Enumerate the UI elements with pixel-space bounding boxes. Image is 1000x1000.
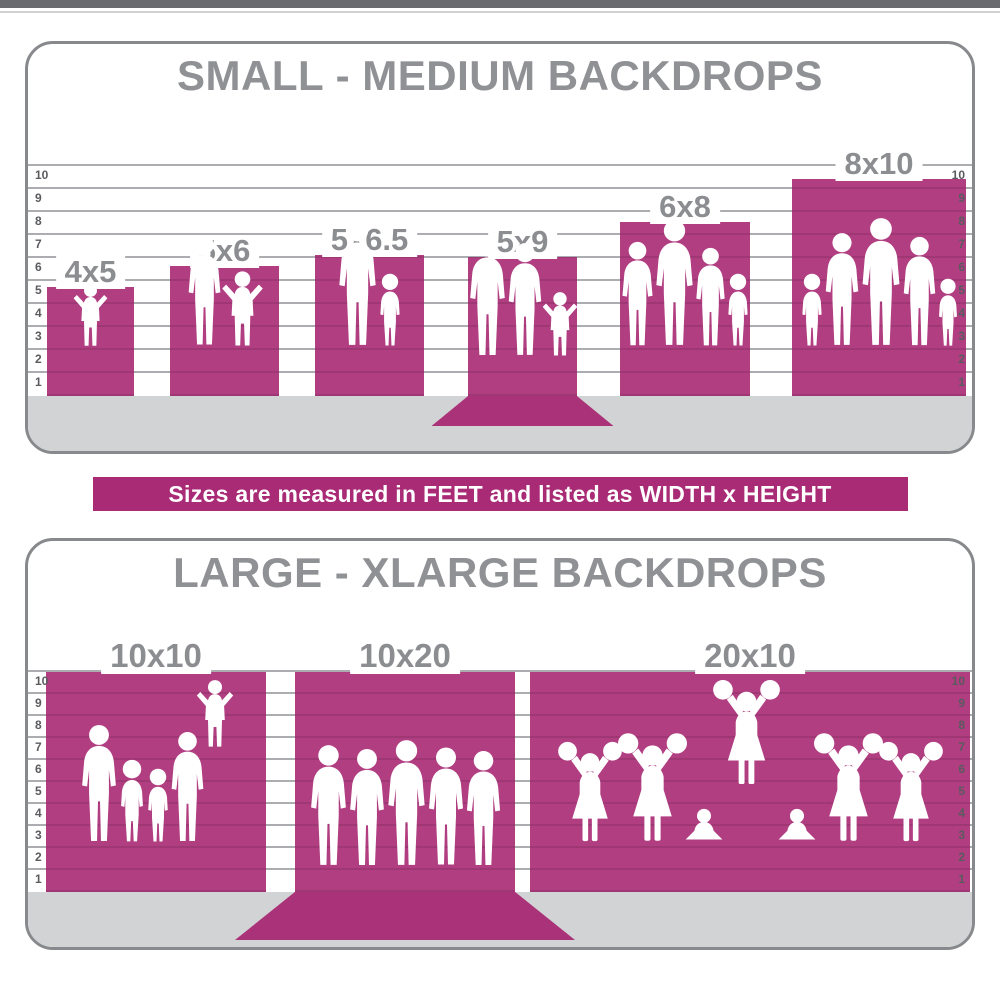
ruler-tick-right-10ft: 10 [951,674,965,688]
top-border-strip [0,0,1000,8]
ruler-tick-right-3ft: 3 [958,828,965,842]
child-silhouette [219,269,266,347]
ruler-tick-right-10ft: 10 [951,168,965,182]
size-note-text: Sizes are measured in FEET and listed as… [168,480,832,507]
ruler-tick-left-1ft: 1 [35,375,42,389]
grid-line-10ft [28,164,972,166]
ruler-tick-right-2ft: 2 [958,352,965,366]
cheerleader-silhouette [617,731,688,843]
man-silhouette [857,217,905,347]
ruler-tick-right-4ft: 4 [958,806,965,820]
ruler-tick-left-1ft: 1 [35,872,42,886]
backdrop-bar-10x20: 10x20 [235,639,575,940]
top-border-line [0,11,1000,13]
bar-size-label-20x10: 20x10 [695,639,805,674]
ruler-tick-right-7ft: 7 [958,237,965,251]
bar-size-label-4x5: 4x5 [55,256,126,289]
ruler-tick-left-5ft: 5 [35,784,42,798]
grid-line-8ft [28,210,972,212]
ruler-tick-left-6ft: 6 [35,762,42,776]
grid-line-9ft [28,187,972,189]
ruler-tick-right-8ft: 8 [958,718,965,732]
ruler-tick-left-5ft: 5 [35,283,42,297]
ruler-tick-left-4ft: 4 [35,806,42,820]
silhouette-group-5x6.5 [285,219,454,347]
man-silhouette [334,219,381,347]
ruler-tick-right-9ft: 9 [958,191,965,205]
panel-title-large-xlarge: LARGE - XLARGE BACKDROPS [173,549,827,596]
ruler-tick-right-4ft: 4 [958,306,965,320]
backdrop-bar-5x9: 5x9 [431,226,614,426]
ruler-tick-left-2ft: 2 [35,850,42,864]
ruler-tick-left-10ft: 10 [35,674,49,688]
boy-silhouette [375,273,405,347]
silhouette-group-5x6 [140,234,309,347]
ruler-tick-left-10ft: 10 [35,168,49,182]
size-note-banner: Sizes are measured in FEET and listed as… [92,477,908,511]
backdrop-bar-5x6: 5x6 [170,235,279,396]
boy-silhouette [723,273,753,347]
ruler-tick-right-9ft: 9 [958,696,965,710]
ruler-tick-right-6ft: 6 [958,762,965,776]
cheerleader-silhouette [557,740,623,843]
ruler-tick-left-3ft: 3 [35,329,42,343]
man-silhouette [383,739,430,867]
large-xlarge-stage: 10 10 9 9 8 8 7 7 6 6 5 5 4 4 3 3 2 2 1 1 10x10 10x20 20x10 [28,603,972,947]
silhouette-group-10x10 [25,678,296,843]
boy-silhouette [934,278,962,347]
grid-line-10ft [28,670,972,672]
ruler-tick-right-1ft: 1 [958,375,965,389]
ruler-tick-right-5ft: 5 [958,784,965,798]
cheerleader-base-silhouette [682,808,726,843]
ruler-tick-left-8ft: 8 [35,718,42,732]
ruler-tick-left-6ft: 6 [35,260,42,274]
silhouette-group-6x8 [590,219,780,347]
panel-small-medium-backdrops: SMALL - MEDIUM BACKDROPS 10 10 9 9 8 8 7 7 6 6 5 5 4… [25,41,975,454]
bar-size-label-6x8: 6x8 [650,191,720,224]
panel-title-small-medium: SMALL - MEDIUM BACKDROPS [177,52,823,99]
ruler-tick-left-7ft: 7 [35,237,42,251]
ruler-tick-right-1ft: 1 [958,872,965,886]
silhouette-group-8x10 [762,217,975,347]
silhouette-group-20x10 [500,678,975,843]
ruler-tick-right-7ft: 7 [958,740,965,754]
cheerleader-silhouette [813,731,884,843]
child-silhouette [540,290,580,357]
ruler-tick-right-3ft: 3 [958,329,965,343]
ruler-tick-left-9ft: 9 [35,191,42,205]
backdrop-bar-6x8: 6x8 [620,191,750,396]
bar-size-label-10x20: 10x20 [350,639,460,674]
toddler-silhouette [71,282,110,347]
cheerleader-flyer-silhouette [712,678,781,786]
small-medium-stage: 10 10 9 9 8 8 7 7 6 6 5 5 4 4 3 3 2 2 1 1 4x5 5x6 5x6.5 5x9 6x8 8… [28,106,972,451]
ruler-tick-left-3ft: 3 [35,828,42,842]
ruler-tick-right-6ft: 6 [958,260,965,274]
ruler-tick-right-5ft: 5 [958,283,965,297]
ruler-tick-left-2ft: 2 [35,352,42,366]
backdrop-bar-5x6.5: 5x6.5 [315,255,424,396]
backdrop-bar-4x5: 4x5 [47,256,134,396]
ruler-tick-left-7ft: 7 [35,740,42,754]
backdrop-floor-sweep-10x20 [235,892,575,940]
backdrop-bar-10x10: 10x10 [46,639,266,892]
man-silhouette [651,219,698,347]
ruler-tick-left-4ft: 4 [35,306,42,320]
ruler-tick-left-9ft: 9 [35,696,42,710]
backdrop-bar-20x10: 20x10 [530,639,970,892]
silhouette-group-5x9 [438,235,607,357]
cheerleader-silhouette [878,740,944,843]
ruler-tick-right-8ft: 8 [958,214,965,228]
man-silhouette [462,750,505,867]
panel-large-xlarge-backdrops: LARGE - XLARGE BACKDROPS 10 10 9 9 8 8 7 7 6 6 5 5 4… [25,538,975,950]
backdrop-bar-8x10: 8x10 [792,148,966,396]
bar-size-label-8x10: 8x10 [835,148,923,181]
ruler-tick-right-2ft: 2 [958,850,965,864]
ruler-tick-left-8ft: 8 [35,214,42,228]
bar-size-label-10x10: 10x10 [101,639,211,674]
child-on-shoulders-silhouette [194,678,236,748]
